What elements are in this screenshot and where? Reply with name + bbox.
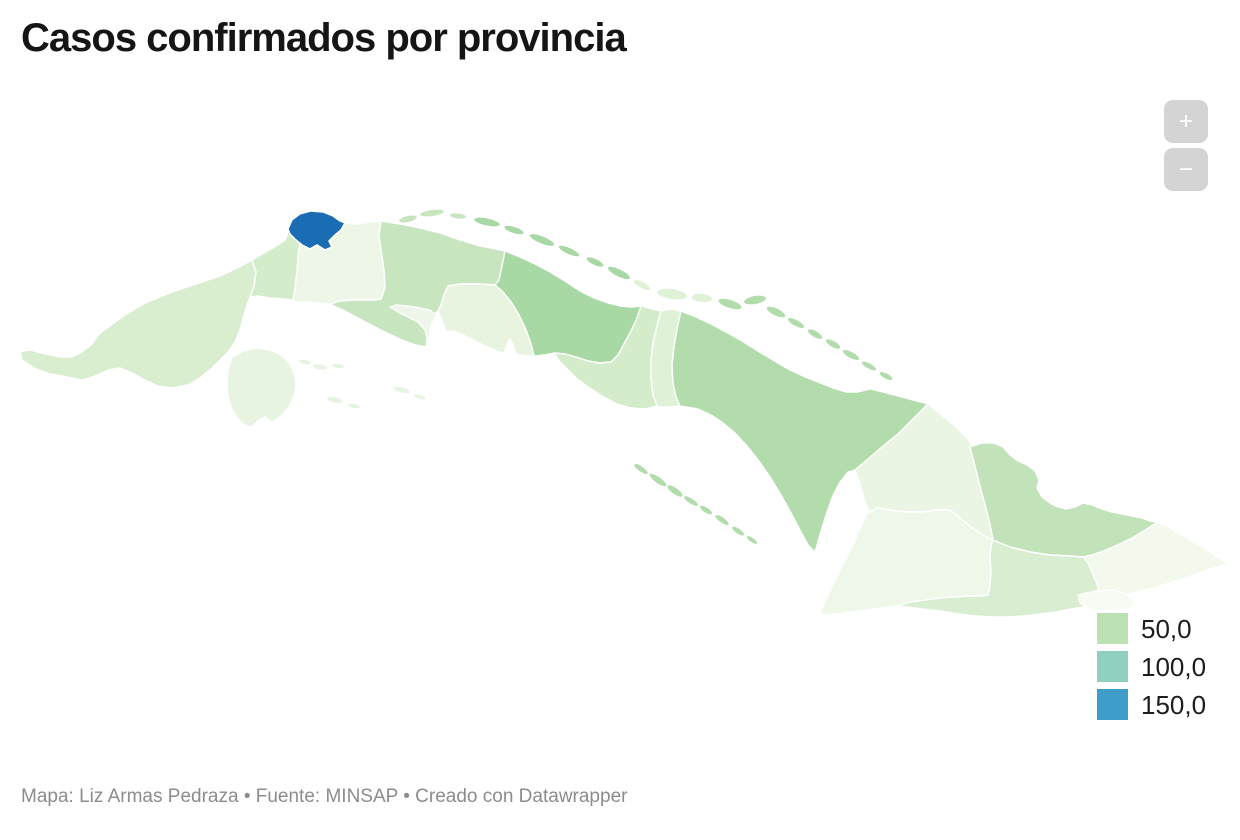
cay-island (399, 215, 417, 223)
province-cienfuegos[interactable]: Cienfuegos (437, 283, 535, 357)
cay-island (842, 350, 860, 360)
legend-label: 50,0 (1141, 613, 1192, 644)
cay-island (715, 514, 729, 526)
cay-island (420, 209, 444, 217)
cay-island (825, 339, 841, 349)
legend-swatch (1097, 613, 1128, 644)
cay-island (504, 225, 524, 235)
cay-island (718, 298, 742, 310)
cay-island (692, 293, 712, 303)
province-pinar-del-rio[interactable]: Pinar del Río (19, 259, 257, 389)
legend-swatch (1097, 689, 1128, 720)
cay-island (744, 295, 766, 305)
province-bahia-guantanamo[interactable]: Bahía de Guantánamo (1077, 589, 1137, 612)
zoom-in-button[interactable]: + (1164, 100, 1208, 143)
cay-island (634, 463, 648, 475)
cay-island (732, 526, 744, 536)
cay-island (879, 372, 893, 380)
cay-island (348, 403, 360, 409)
cay-island (861, 361, 877, 371)
legend-item: 100,0 (1097, 651, 1206, 682)
cay-island (299, 359, 311, 365)
cay-island (474, 217, 500, 227)
cay-island (394, 386, 410, 394)
province-artemisa[interactable]: Artemisa (249, 227, 301, 301)
legend-label: 150,0 (1141, 689, 1207, 720)
cay-island (684, 496, 698, 506)
legend-swatch (1097, 651, 1128, 682)
map-legend: 50,0 100,0 150,0 (1097, 613, 1206, 727)
cay-island (667, 485, 683, 497)
cay-island (746, 536, 758, 544)
attribution-footer: Mapa: Liz Armas Pedraza • Fuente: MINSAP… (21, 786, 628, 807)
cay-island (313, 364, 327, 370)
map-zoom-controls: + − (1164, 100, 1208, 191)
cay-island (633, 280, 651, 290)
cay-island (766, 306, 786, 318)
cay-island (787, 318, 805, 328)
cay-island (558, 245, 580, 257)
page-title: Casos confirmados por provincia (21, 16, 627, 60)
cay-island (529, 234, 555, 246)
legend-item: 150,0 (1097, 689, 1206, 720)
cay-island (807, 329, 823, 339)
zoom-out-button[interactable]: − (1164, 148, 1208, 191)
province-camaguey[interactable]: Camagüey (671, 310, 929, 553)
cay-island (450, 213, 466, 219)
cay-island (414, 394, 426, 400)
province-isla-de-la-juventud[interactable]: Isla de la Juventud (226, 347, 297, 428)
cay-island (586, 257, 604, 267)
cay-island (332, 363, 344, 369)
cay-island (649, 473, 667, 487)
cay-island (608, 266, 630, 280)
cay-island (327, 397, 343, 403)
legend-item: 50,0 (1097, 613, 1206, 644)
legend-label: 100,0 (1141, 651, 1207, 682)
cay-island (699, 505, 713, 515)
cay-island (657, 288, 687, 300)
